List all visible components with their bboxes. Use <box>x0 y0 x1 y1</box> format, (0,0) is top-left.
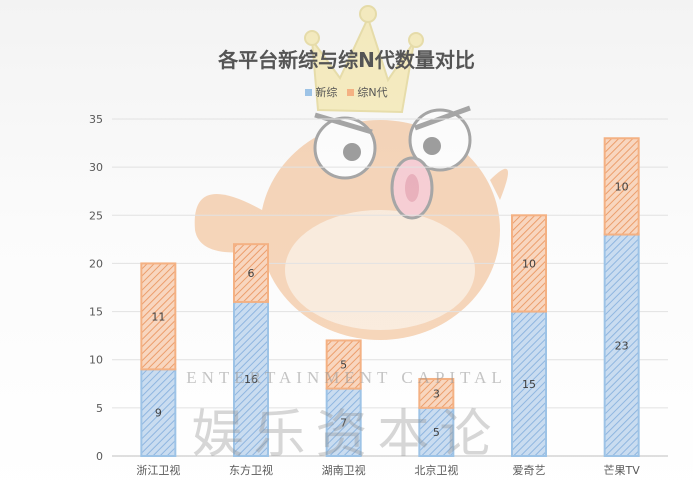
y-tick-label: 10 <box>89 354 103 367</box>
y-tick-label: 30 <box>89 161 103 174</box>
bar-sequel <box>511 214 547 313</box>
bar-sequel <box>418 377 455 409</box>
bar-sequel <box>325 339 362 390</box>
x-tick-label: 东方卫视 <box>229 463 273 477</box>
data-label: 5 <box>340 359 347 372</box>
legend-swatch-new <box>305 88 313 96</box>
data-label: 9 <box>155 407 162 420</box>
legend-swatch-sequel <box>347 88 355 96</box>
y-tick-label: 5 <box>96 402 103 415</box>
legend-item-sequel: 综N代 <box>347 84 388 100</box>
data-label: 5 <box>433 426 440 439</box>
bar-new <box>418 406 455 458</box>
chart-title: 各平台新综与综N代数量对比 <box>218 48 475 72</box>
bar-sequel <box>603 137 640 236</box>
data-label: 16 <box>244 373 258 386</box>
legend-label-new: 新综 <box>315 86 338 99</box>
x-tick-label: 湖南卫视 <box>322 463 366 477</box>
data-label: 23 <box>615 339 629 352</box>
y-tick-label: 0 <box>96 450 103 463</box>
y-tick-label: 15 <box>89 306 103 319</box>
legend-label-sequel: 综N代 <box>357 86 388 99</box>
data-label: 6 <box>248 267 255 280</box>
watermark-english: ENTERTAINMENT CAPITAL <box>186 368 507 387</box>
data-label: 10 <box>615 180 629 193</box>
x-tick-label: 芒果TV <box>604 464 641 477</box>
bar-new <box>325 387 362 458</box>
bar-sequel <box>140 262 177 371</box>
y-tick-label: 25 <box>89 209 103 222</box>
x-tick-label: 北京卫视 <box>414 463 458 477</box>
x-tick-label: 爱奇艺 <box>513 464 546 477</box>
watermark-chinese: 娱乐资本论 <box>191 405 502 465</box>
chart-legend: 新综 综N代 <box>0 84 693 100</box>
legend-item-new: 新综 <box>305 84 337 100</box>
data-label: 15 <box>522 378 536 391</box>
bar-new <box>603 233 640 457</box>
y-tick-label: 20 <box>89 257 103 270</box>
data-label: 7 <box>340 416 347 429</box>
data-label: 11 <box>151 310 165 323</box>
bar-new <box>511 310 547 458</box>
data-label: 3 <box>433 387 440 400</box>
data-label: 10 <box>522 257 536 270</box>
x-tick-label: 浙江卫视 <box>136 463 180 477</box>
y-tick-label: 35 <box>89 113 103 126</box>
bar-sequel <box>233 243 269 303</box>
